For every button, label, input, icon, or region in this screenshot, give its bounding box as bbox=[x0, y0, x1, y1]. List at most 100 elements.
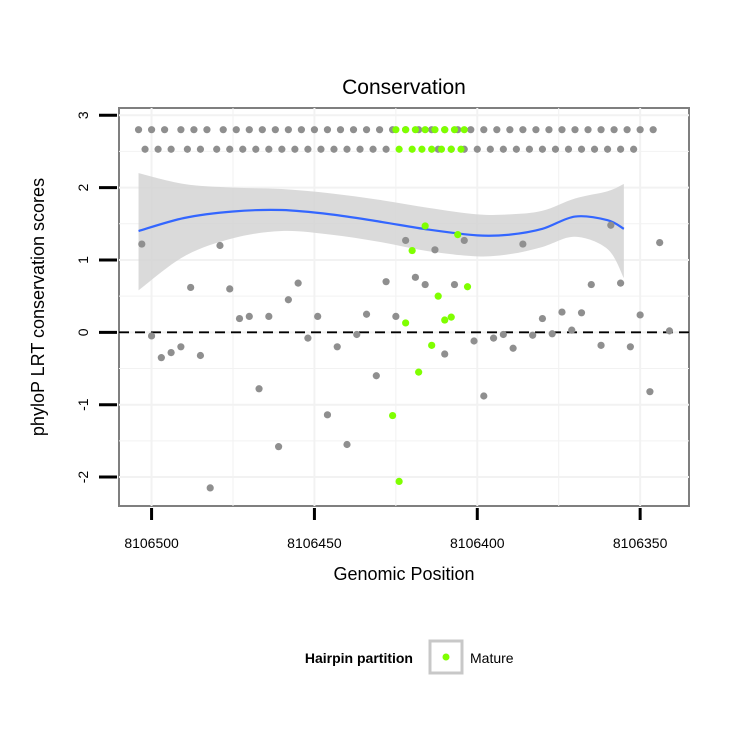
y-tick-label: 0 bbox=[75, 328, 91, 336]
data-point bbox=[460, 236, 468, 245]
y-tick-label: 2 bbox=[75, 183, 91, 191]
confidence-band bbox=[138, 173, 624, 291]
mature-point bbox=[395, 477, 403, 485]
data-point bbox=[551, 145, 560, 153]
data-point bbox=[323, 411, 332, 419]
mature-point bbox=[437, 145, 446, 153]
data-point bbox=[568, 326, 576, 334]
mature-point bbox=[457, 145, 465, 153]
data-point bbox=[333, 343, 341, 351]
data-point bbox=[626, 343, 634, 351]
data-point bbox=[623, 126, 631, 134]
data-point bbox=[577, 309, 586, 317]
data-point bbox=[141, 145, 149, 153]
data-point bbox=[255, 385, 263, 393]
y-tick-label: -2 bbox=[75, 471, 91, 484]
mature-point bbox=[428, 341, 436, 349]
data-point bbox=[216, 241, 224, 250]
data-point bbox=[297, 126, 305, 134]
mature-point bbox=[447, 313, 455, 321]
mature-point bbox=[395, 145, 403, 153]
data-point bbox=[343, 145, 351, 153]
data-point bbox=[584, 126, 592, 134]
data-point bbox=[564, 145, 573, 153]
y-tick-label: 3 bbox=[75, 111, 91, 119]
y-tick-label: -1 bbox=[75, 398, 91, 411]
data-point bbox=[603, 145, 612, 153]
mature-point bbox=[434, 292, 442, 300]
data-point bbox=[519, 126, 527, 134]
data-point bbox=[382, 278, 390, 286]
x-axis: 8106500 8106450 8106400 8106350 bbox=[124, 508, 668, 551]
data-point bbox=[509, 344, 517, 352]
data-point bbox=[558, 126, 566, 134]
data-point bbox=[147, 332, 156, 340]
mature-point bbox=[408, 246, 416, 255]
data-point bbox=[480, 392, 488, 400]
data-point bbox=[506, 126, 514, 134]
mature-point bbox=[428, 145, 436, 153]
data-point bbox=[219, 126, 227, 134]
data-point bbox=[265, 145, 273, 153]
data-point bbox=[226, 285, 234, 293]
data-point bbox=[450, 280, 459, 289]
data-point bbox=[177, 343, 185, 351]
mature-point bbox=[447, 145, 455, 153]
data-point bbox=[323, 126, 332, 134]
legend-title: Hairpin partition bbox=[305, 650, 413, 666]
mature-point bbox=[463, 283, 472, 291]
data-point bbox=[310, 126, 319, 134]
data-point bbox=[499, 330, 507, 339]
data-point bbox=[441, 350, 449, 358]
mature-point bbox=[389, 411, 397, 420]
data-point bbox=[138, 240, 146, 248]
data-point bbox=[304, 334, 312, 342]
data-point bbox=[470, 337, 478, 345]
data-point bbox=[203, 126, 211, 134]
data-point bbox=[649, 126, 657, 134]
data-point bbox=[304, 145, 312, 153]
x-axis-label: Genomic Position bbox=[333, 564, 474, 584]
data-point bbox=[421, 280, 429, 289]
data-point bbox=[183, 145, 191, 153]
data-point bbox=[558, 308, 566, 316]
data-point bbox=[154, 145, 162, 153]
data-point bbox=[161, 126, 169, 134]
mature-point bbox=[454, 231, 462, 239]
data-point bbox=[187, 283, 195, 292]
data-point bbox=[382, 145, 390, 153]
mature-point bbox=[402, 126, 410, 134]
data-point bbox=[402, 236, 410, 245]
mature-point bbox=[415, 368, 423, 376]
data-point bbox=[291, 145, 299, 153]
data-point bbox=[284, 126, 292, 134]
grid-lines bbox=[119, 108, 689, 506]
data-point bbox=[147, 126, 156, 134]
data-point bbox=[317, 145, 325, 153]
data-point bbox=[587, 280, 595, 289]
data-point bbox=[157, 354, 165, 362]
data-point bbox=[362, 310, 371, 318]
data-point bbox=[196, 145, 205, 153]
data-point bbox=[656, 238, 664, 247]
data-point bbox=[213, 145, 221, 153]
data-point bbox=[512, 145, 520, 153]
data-point bbox=[499, 145, 507, 153]
data-point bbox=[245, 126, 253, 134]
mature-point bbox=[450, 126, 459, 134]
data-point bbox=[226, 145, 234, 153]
data-point bbox=[278, 145, 286, 153]
data-point bbox=[265, 312, 273, 321]
data-point bbox=[630, 145, 638, 153]
mature-point bbox=[408, 145, 416, 153]
data-point bbox=[538, 145, 547, 153]
x-tick-label: 8106450 bbox=[287, 535, 342, 551]
mature-point bbox=[411, 126, 419, 134]
chart-title: Conservation bbox=[342, 76, 466, 99]
data-point bbox=[336, 126, 345, 134]
data-point bbox=[646, 388, 654, 396]
data-point bbox=[362, 126, 371, 134]
mature-point bbox=[421, 126, 429, 134]
data-point bbox=[548, 330, 556, 338]
